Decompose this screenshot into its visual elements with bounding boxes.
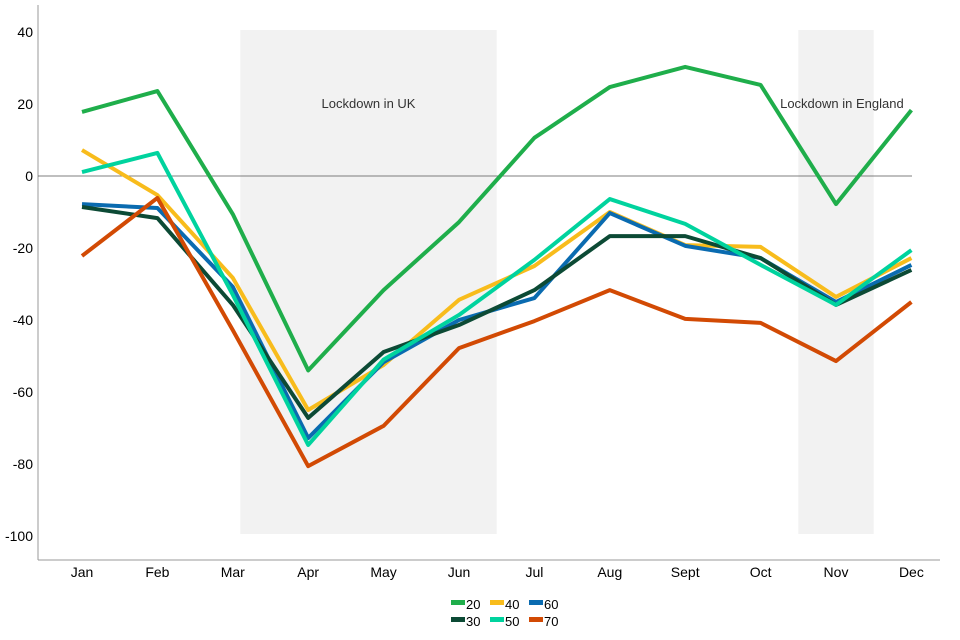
series-line-70 [80,195,913,469]
x-tick-label: Nov [824,564,849,580]
y-tick-label: 40 [17,24,33,40]
legend-swatch [529,600,543,605]
series-line-40 [80,148,913,412]
y-tick-label: -80 [13,456,33,472]
lockdown-shade [240,30,497,534]
x-tick-label: Dec [899,564,924,580]
legend-label: 60 [544,597,558,612]
series-line-30 [81,204,913,420]
y-tick-label: 20 [17,96,33,112]
legend-swatch [529,617,543,622]
legend-swatch [451,600,465,605]
legend-label: 50 [505,614,519,629]
legend-label: 40 [505,597,519,612]
series-line-20 [81,64,913,373]
x-tick-label: Jul [525,564,543,580]
legend-label: 20 [466,597,480,612]
x-tick-label: May [370,564,396,580]
annotation-label: Lockdown in UK [322,96,416,111]
annotation-label: Lockdown in England [780,96,904,111]
x-tick-label: Aug [597,564,622,580]
series-line-60 [81,202,913,441]
x-tick-label: Apr [297,564,319,580]
y-tick-label: -60 [13,384,33,400]
legend-label: 30 [466,614,480,629]
x-tick-label: Sept [671,564,700,580]
legend-swatch [490,617,504,622]
x-tick-label: Mar [221,564,245,580]
y-tick-label: 0 [25,168,33,184]
series-line-50 [81,150,913,447]
legend-swatch [490,600,504,605]
y-tick-label: -100 [5,528,33,544]
y-tick-label: -20 [13,240,33,256]
x-tick-label: Jun [448,564,471,580]
x-tick-label: Feb [145,564,169,580]
legend-swatch [451,617,465,622]
y-tick-label: -40 [13,312,33,328]
x-tick-label: Oct [750,564,772,580]
legend-label: 70 [544,614,558,629]
x-tick-label: Jan [71,564,94,580]
